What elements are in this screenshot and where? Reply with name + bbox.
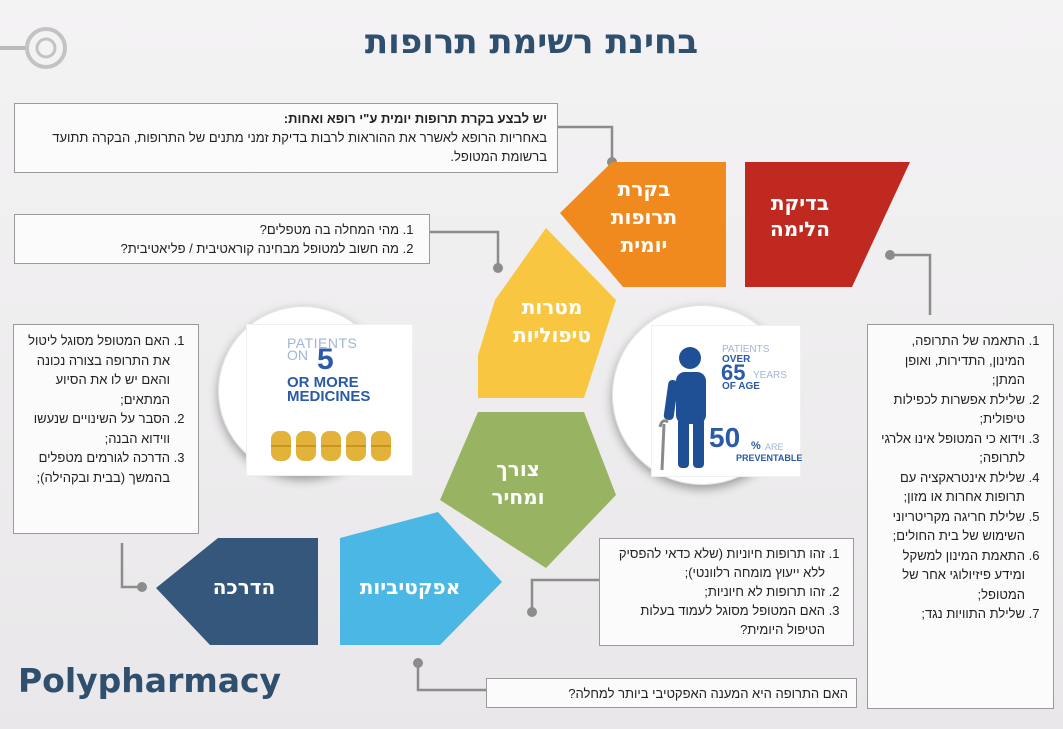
- need-item: זהו תרופות חיוניות (שלא כדאי להפסיק ללא …: [604, 544, 825, 582]
- guidance-item: הדרכה לגורמים מטפלים בהמשך (בבית ובקהילה…: [18, 448, 170, 487]
- connector-dot: [527, 607, 537, 617]
- connector-dot: [413, 658, 423, 668]
- daily-box-text: באחריות הרופא לאשרר את ההוראות לרבות בדי…: [52, 130, 547, 164]
- stat-left-line3: OR MORE: [287, 374, 359, 391]
- segment-compliance: [745, 162, 910, 287]
- segment-label-daily-review: בקרת תרופות יומית: [611, 177, 677, 257]
- stat-right-line4: ARE: [765, 442, 784, 452]
- effectiveness-text: האם התרופה היא המענה האפקטיבי ביותר למחל…: [568, 686, 848, 701]
- elderly-person-icon: [658, 347, 706, 471]
- effectiveness-box: האם התרופה היא המענה האפקטיבי ביותר למחל…: [486, 678, 857, 708]
- stat-left-line4: MEDICINES: [287, 388, 371, 405]
- segment-label-line: בדיקת: [771, 191, 829, 215]
- connector-dot: [493, 263, 503, 273]
- stat-left-number: 5: [317, 343, 334, 376]
- stat-card-elderly: PATIENTS OVER 65 YEARS OF AGE 50 % ARE P…: [651, 325, 803, 477]
- segment-label-need-cost: צורך ומחיר: [491, 457, 544, 509]
- goals-box: מהי המחלה בה מטפלים? מה חשוב למטופל מבחי…: [14, 214, 430, 264]
- guidance-item: הסבר על השינויים שנעשו ווידוא הבנה;: [18, 409, 170, 448]
- need-cost-box: זהו תרופות חיוניות (שלא כדאי להפסיק ללא …: [599, 538, 854, 646]
- segment-label-line: בקרת: [618, 177, 671, 201]
- stat-right-percent: 50: [709, 422, 741, 453]
- pills-row: [271, 431, 391, 461]
- compliance-item: שלילת אפשרות לכפילות טיפולית;: [872, 390, 1025, 429]
- segment-guidance: [156, 538, 318, 645]
- segment-label-guidance: הדרכה: [213, 575, 276, 599]
- segment-label-line: יומית: [621, 233, 668, 257]
- connector-dot: [885, 250, 895, 260]
- need-item: האם המטופל מסוגל לעמוד בעלות הטיפול היומ…: [604, 601, 825, 639]
- guidance-item: האם המטופל מסוגל ליטול את התרופה בצורה נ…: [18, 331, 170, 409]
- magnifier-icon: [0, 27, 67, 69]
- compliance-item: שלילת התוויות נגד;: [872, 604, 1025, 624]
- segment-daily-review: [560, 162, 726, 287]
- stat-card-medicines: PATIENTS ON 5 OR MORE MEDICINES: [246, 324, 413, 476]
- stat-right-suffix: YEARS: [753, 370, 787, 381]
- segment-label-line: תרופות: [611, 205, 677, 229]
- daily-box-heading: יש לבצע בקרת תרופות יומית ע"י רופא ואחות…: [283, 111, 547, 126]
- stat-right-line5: PREVENTABLE: [736, 453, 803, 463]
- segment-label-line: הלימה: [770, 217, 830, 241]
- segment-label-compliance: בדיקת הלימה: [770, 191, 830, 241]
- segment-goals: [478, 228, 616, 398]
- segment-effectiveness: [340, 512, 502, 645]
- compliance-item: שלילת חריגה מקריטריוני השימוש של בית החו…: [872, 507, 1025, 546]
- compliance-item: שלילת אינטראקציה עם תרופות אחרות או מזון…: [872, 468, 1025, 507]
- goals-item: מה חשוב למטופל מבחינה קוראטיבית / פליאטי…: [21, 239, 399, 258]
- stat-right-line2: OVER: [722, 354, 751, 365]
- stat-right-line1: PATIENTS: [722, 344, 770, 355]
- segment-label-line: אפקטיביות: [360, 575, 461, 599]
- compliance-box: התאמה של התרופה, המינון, התדירות, ואופן …: [867, 324, 1054, 709]
- segment-label-line: הדרכה: [213, 575, 276, 599]
- compliance-item: התאמת המינון למשקל ומידע פיזיולוגי אחר ש…: [872, 546, 1025, 605]
- daily-review-box: יש לבצע בקרת תרופות יומית ע"י רופא ואחות…: [14, 103, 558, 173]
- segment-label-effectiveness: אפקטיביות: [360, 575, 461, 599]
- segment-label-goals: מטרות טיפוליות: [513, 295, 591, 347]
- stat-right-line3: OF AGE: [722, 381, 760, 392]
- segment-label-line: מטרות: [522, 295, 583, 319]
- stat-right-number: 65: [721, 360, 746, 385]
- segment-label-line: ומחיר: [491, 485, 544, 509]
- brand-title: Polypharmacy: [18, 661, 282, 700]
- goals-item: מהי המחלה בה מטפלים?: [21, 220, 399, 239]
- need-item: זהו תרופות לא חיוניות;: [604, 582, 825, 601]
- stat-right-percent-sign: %: [751, 440, 761, 452]
- segment-label-line: צורך: [496, 457, 540, 481]
- segment-need-cost: [440, 412, 616, 568]
- guidance-box: האם המטופל מסוגל ליטול את התרופה בצורה נ…: [13, 324, 199, 534]
- stat-left-line1: PATIENTS: [287, 335, 358, 351]
- page-title: בחינת רשימת תרופות: [364, 22, 699, 62]
- connector-dot: [137, 582, 147, 592]
- compliance-item: וידוא כי המטופל אינו אלרגי לתרופה;: [872, 429, 1025, 468]
- segment-label-line: טיפוליות: [513, 323, 591, 347]
- compliance-item: התאמה של התרופה, המינון, התדירות, ואופן …: [872, 331, 1025, 390]
- stat-left-line2: ON: [287, 347, 308, 363]
